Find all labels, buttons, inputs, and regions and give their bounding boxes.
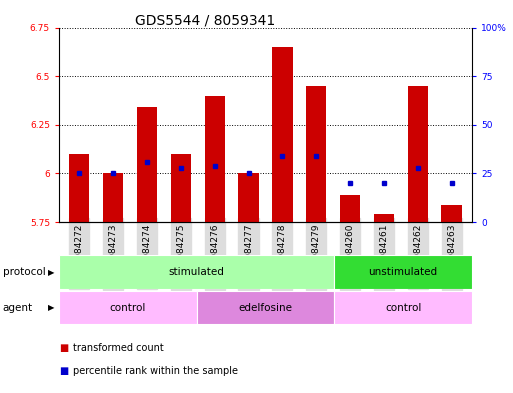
Text: edelfosine: edelfosine [239, 303, 292, 312]
Bar [442, 204, 462, 222]
Bar [306, 86, 326, 222]
Text: percentile rank within the sample: percentile rank within the sample [73, 366, 239, 376]
Bar [59, 291, 196, 324]
Bar [408, 86, 428, 222]
Text: agent: agent [3, 303, 33, 312]
Text: unstimulated: unstimulated [368, 267, 438, 277]
Bar [196, 291, 334, 324]
Bar [272, 47, 292, 222]
Text: transformed count: transformed count [73, 343, 164, 353]
Text: stimulated: stimulated [169, 267, 225, 277]
Text: ▶: ▶ [48, 268, 54, 277]
Text: ▶: ▶ [48, 303, 54, 312]
Bar [205, 95, 225, 222]
Bar [340, 195, 360, 222]
Bar [334, 255, 472, 289]
Bar [239, 173, 259, 222]
Text: GDS5544 / 8059341: GDS5544 / 8059341 [135, 14, 275, 28]
Bar [334, 291, 472, 324]
Text: ■: ■ [59, 366, 68, 376]
Bar [103, 173, 123, 222]
Bar [69, 154, 89, 222]
Text: protocol: protocol [3, 267, 45, 277]
Text: control: control [385, 303, 421, 312]
Text: control: control [110, 303, 146, 312]
Text: ■: ■ [59, 343, 68, 353]
Bar [171, 154, 191, 222]
Bar [137, 107, 157, 222]
Bar [374, 214, 394, 222]
Bar [59, 255, 334, 289]
